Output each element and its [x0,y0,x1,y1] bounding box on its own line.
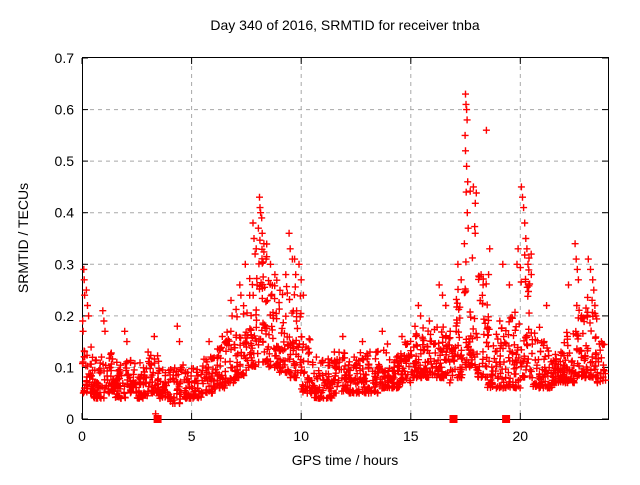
y-tick-label: 0.4 [55,205,75,221]
y-tick-label: 0.3 [55,256,75,272]
x-axis-label: GPS time / hours [292,452,399,468]
plot-border [82,57,609,420]
y-tick-label: 0.7 [55,50,75,66]
zero-square-marker [153,415,162,423]
y-axis-label: SRMTID / TECUs [15,183,31,293]
x-tick-label: 0 [78,428,86,444]
y-tick-label: 0.1 [55,359,75,375]
tick-labels: 0 5 10 15 20 0 0.1 0.2 0.3 0.4 0.5 0.6 0.7 [55,50,529,444]
scatter-points [79,90,609,418]
x-tick-label: 5 [188,428,196,444]
zero-square-marker [449,415,458,423]
x-tick-label: 20 [513,428,529,444]
plus-markers-path [79,90,609,418]
zero-square-markers [153,415,511,423]
x-tick-label: 15 [403,428,419,444]
chart-title: Day 340 of 2016, SRMTID for receiver tnb… [210,17,479,33]
y-tick-label: 0.2 [55,308,75,324]
y-tick-label: 0.5 [55,153,75,169]
x-tick-label: 10 [293,428,309,444]
y-tick-label: 0.6 [55,102,75,118]
y-tick-label: 0 [66,411,74,427]
zero-square-marker [502,415,511,423]
